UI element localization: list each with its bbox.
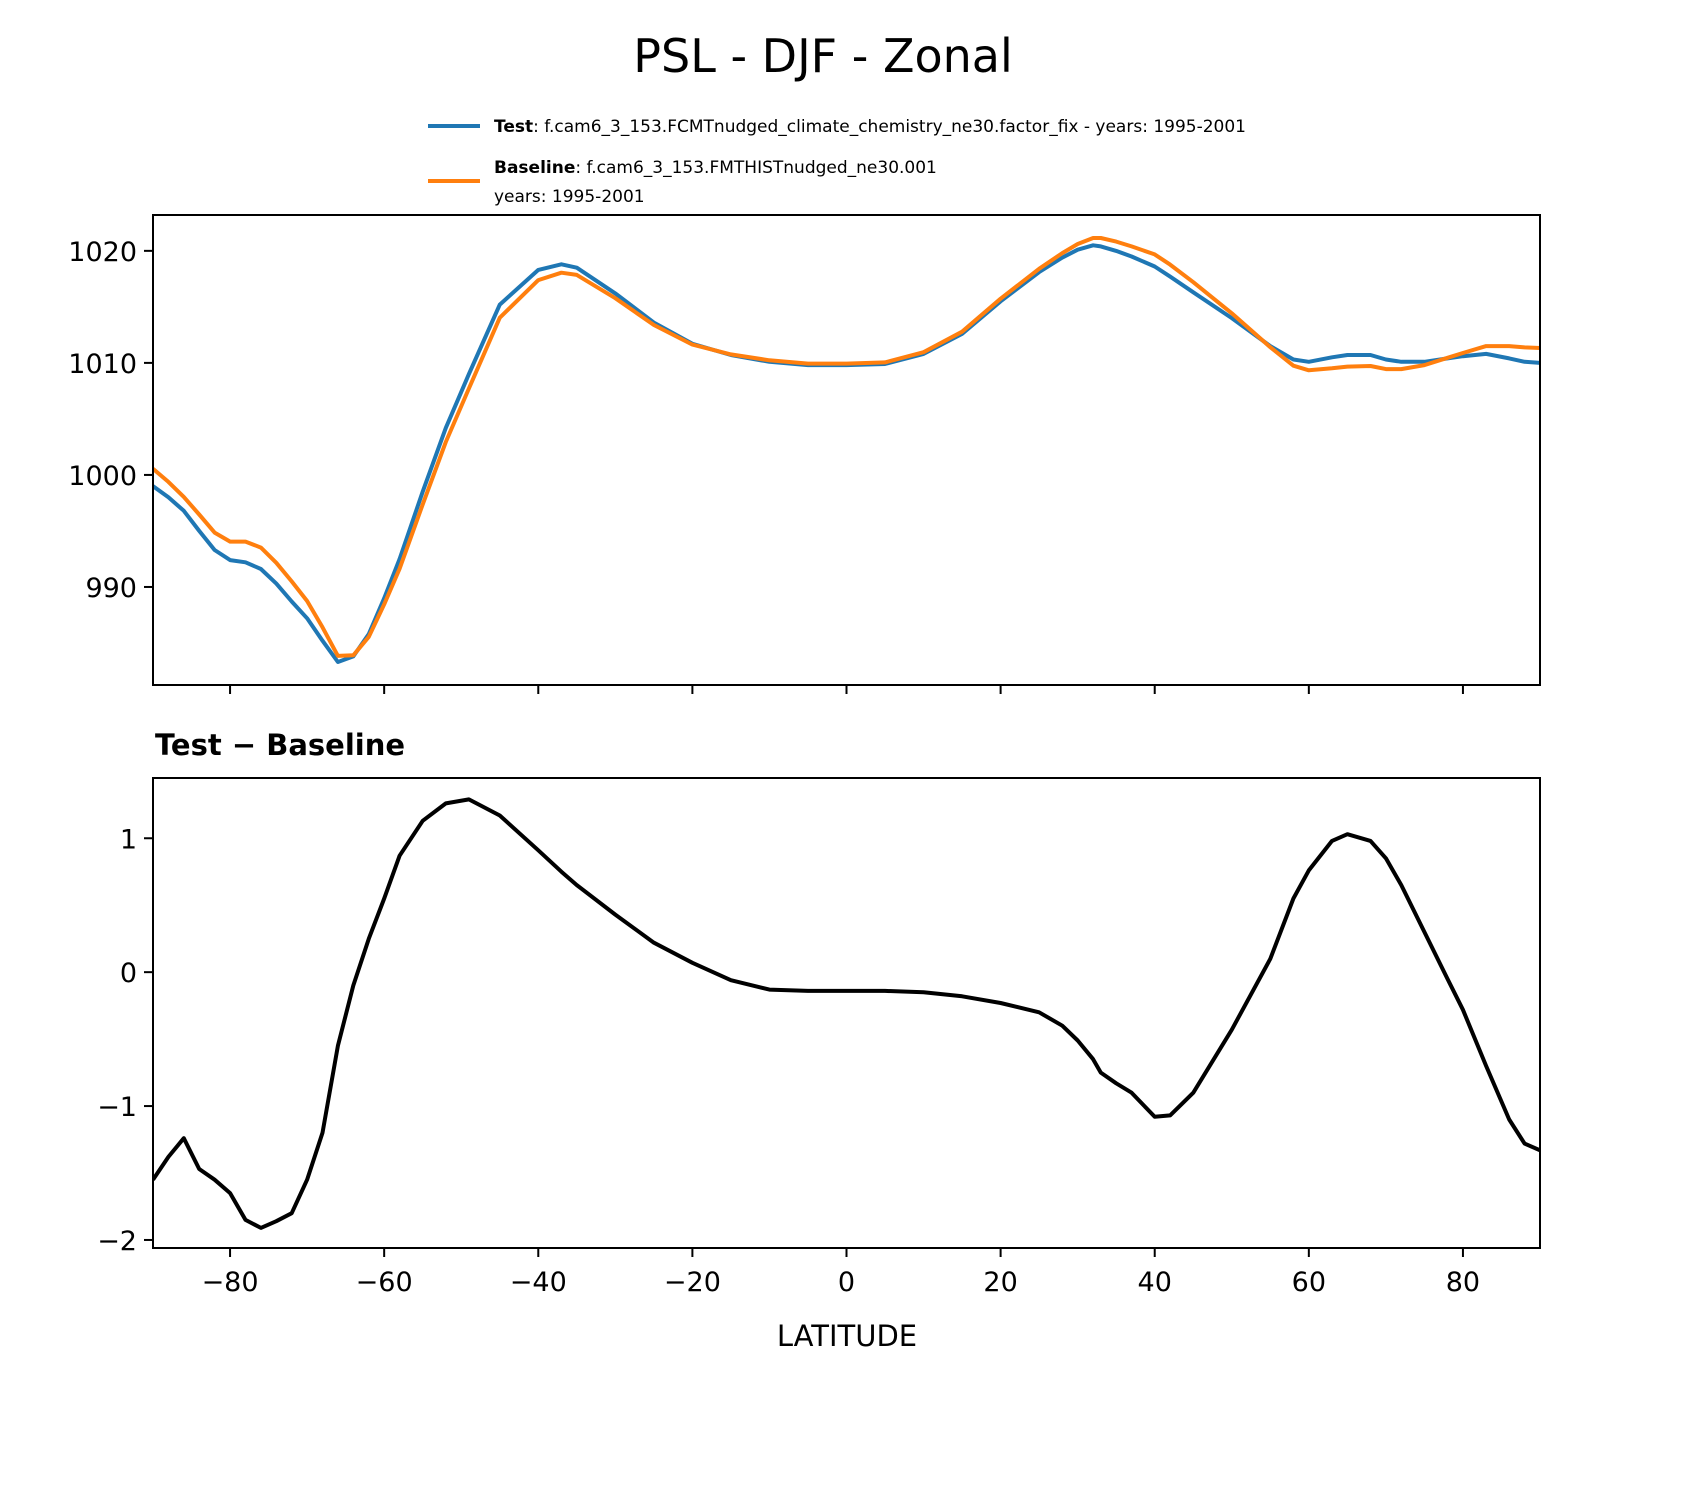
y-tick-label: 0 xyxy=(120,958,137,989)
x-tick-label: 40 xyxy=(1138,1267,1172,1298)
x-tick-label: 0 xyxy=(838,1267,855,1298)
x-tick-label: 60 xyxy=(1292,1267,1326,1298)
y-tick-label: 1010 xyxy=(68,349,137,380)
x-tick-label: −60 xyxy=(356,1267,413,1298)
x-tick-label: −40 xyxy=(510,1267,567,1298)
legend-name-baseline: Baseline xyxy=(494,158,575,178)
x-tick-label: −80 xyxy=(202,1267,259,1298)
y-tick-label: 1000 xyxy=(68,461,137,492)
x-axis-label: LATITUDE xyxy=(777,1319,917,1353)
legend: Test: f.cam6_3_153.FCMTnudged_climate_ch… xyxy=(428,117,1246,207)
bottom-axes: −80 −60 −40 −20 0 20 40 60 80 −2 −1 0 1 xyxy=(97,777,1541,1298)
axes-frame xyxy=(152,214,1541,686)
legend-text-test: : f.cam6_3_153.FCMTnudged_climate_chemis… xyxy=(533,117,1246,137)
y-tick-label: −2 xyxy=(97,1226,137,1257)
axes-frame xyxy=(152,777,1541,1249)
legend-label-baseline: Baseline: f.cam6_3_153.FMTHISTnudged_ne3… xyxy=(494,158,937,178)
x-tick-label: 80 xyxy=(1446,1267,1480,1298)
series-line-test xyxy=(153,243,1540,664)
chart-title: PSL - DJF - Zonal xyxy=(633,29,1012,83)
legend-name-test: Test xyxy=(494,117,533,137)
legend-label-test: Test: f.cam6_3_153.FCMTnudged_climate_ch… xyxy=(494,117,1246,137)
x-tick-label: −20 xyxy=(664,1267,721,1298)
legend-text-baseline: : f.cam6_3_153.FMTHISTnudged_ne30.001 xyxy=(575,158,937,178)
x-tick-label: 20 xyxy=(983,1267,1017,1298)
y-tick-label: 1020 xyxy=(68,237,137,268)
y-tick-label: −1 xyxy=(97,1092,137,1123)
subplot-title: Test − Baseline xyxy=(155,728,405,762)
top-axes: 990 1000 1010 1020 xyxy=(68,214,1541,694)
series-line-baseline xyxy=(153,236,1540,658)
series-line-test-baseline xyxy=(153,797,1540,1230)
legend-text-baseline-years: years: 1995-2001 xyxy=(494,187,645,207)
y-tick-label: 1 xyxy=(120,824,137,855)
y-tick-label: 990 xyxy=(85,573,137,604)
